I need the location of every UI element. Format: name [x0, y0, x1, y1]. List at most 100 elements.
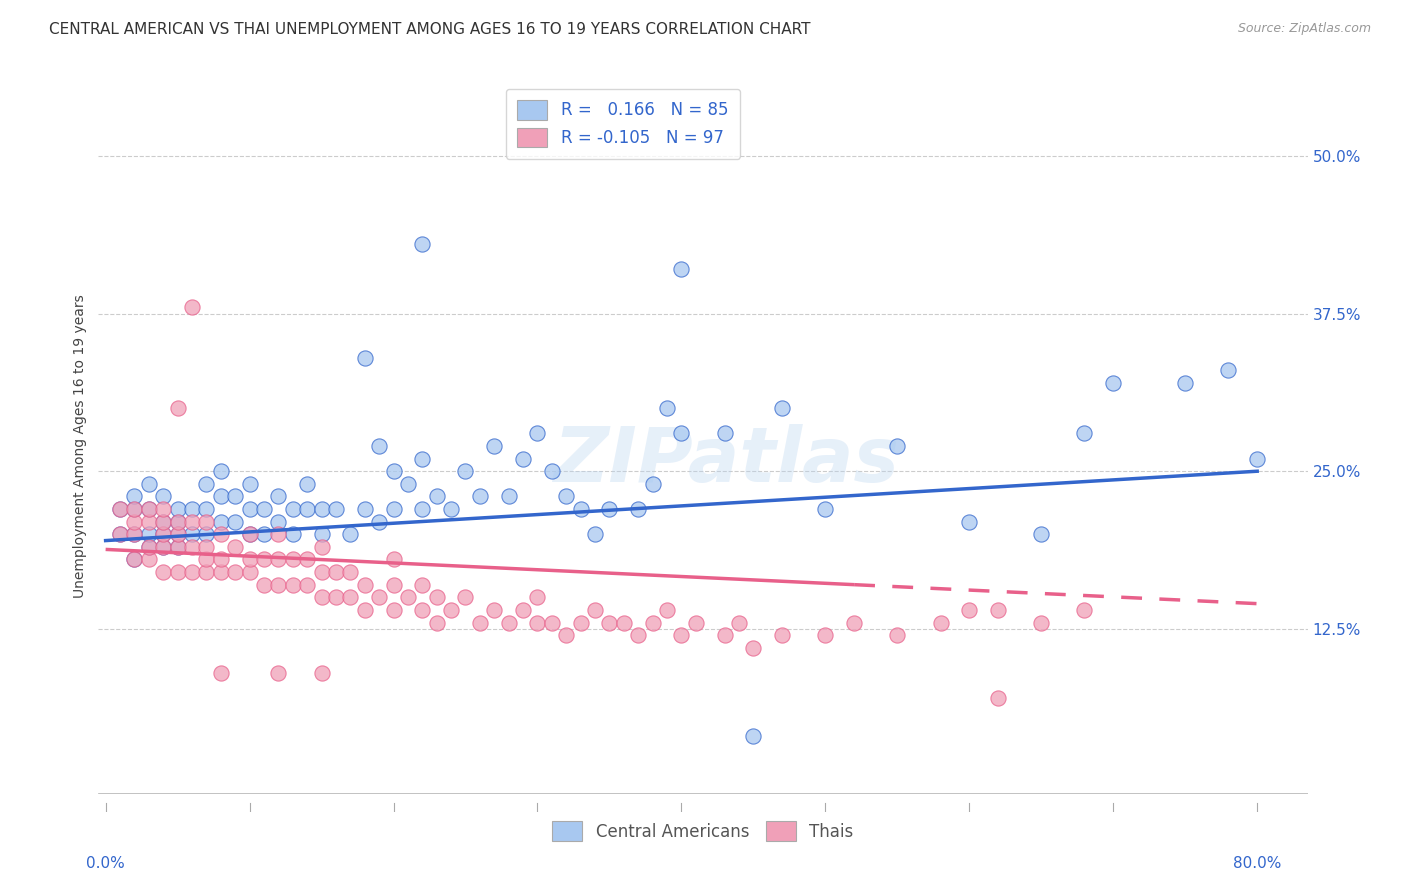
- Point: [339, 527, 361, 541]
- Point: [396, 476, 419, 491]
- Point: [1073, 603, 1095, 617]
- Point: [1073, 426, 1095, 441]
- Point: [224, 565, 246, 579]
- Point: [181, 540, 204, 554]
- Point: [382, 603, 405, 617]
- Point: [166, 401, 188, 416]
- Point: [382, 502, 405, 516]
- Text: Source: ZipAtlas.com: Source: ZipAtlas.com: [1237, 22, 1371, 36]
- Point: [209, 527, 232, 541]
- Point: [209, 490, 232, 504]
- Point: [152, 502, 174, 516]
- Point: [569, 615, 592, 630]
- Point: [124, 515, 146, 529]
- Point: [526, 426, 548, 441]
- Point: [138, 515, 160, 529]
- Point: [655, 401, 678, 416]
- Point: [253, 578, 276, 592]
- Point: [124, 502, 146, 516]
- Point: [886, 628, 908, 642]
- Point: [411, 578, 433, 592]
- Point: [886, 439, 908, 453]
- Point: [426, 490, 449, 504]
- Point: [195, 552, 218, 566]
- Point: [454, 591, 477, 605]
- Point: [814, 628, 837, 642]
- Point: [339, 591, 361, 605]
- Point: [124, 490, 146, 504]
- Point: [253, 552, 276, 566]
- Point: [396, 591, 419, 605]
- Point: [195, 565, 218, 579]
- Point: [138, 476, 160, 491]
- Point: [267, 490, 290, 504]
- Point: [512, 451, 534, 466]
- Point: [195, 527, 218, 541]
- Point: [987, 603, 1010, 617]
- Point: [267, 515, 290, 529]
- Point: [1031, 527, 1053, 541]
- Point: [253, 502, 276, 516]
- Point: [512, 603, 534, 617]
- Point: [382, 552, 405, 566]
- Point: [181, 300, 204, 314]
- Point: [655, 603, 678, 617]
- Point: [166, 515, 188, 529]
- Point: [325, 565, 347, 579]
- Point: [844, 615, 866, 630]
- Point: [770, 628, 793, 642]
- Point: [295, 476, 318, 491]
- Point: [353, 502, 375, 516]
- Point: [484, 439, 506, 453]
- Point: [1102, 376, 1125, 390]
- Point: [311, 527, 333, 541]
- Point: [138, 527, 160, 541]
- Point: [598, 615, 620, 630]
- Point: [627, 502, 650, 516]
- Point: [641, 615, 664, 630]
- Point: [411, 502, 433, 516]
- Point: [281, 578, 304, 592]
- Point: [325, 591, 347, 605]
- Point: [124, 552, 146, 566]
- Point: [166, 515, 188, 529]
- Point: [152, 490, 174, 504]
- Point: [295, 502, 318, 516]
- Point: [411, 237, 433, 252]
- Point: [209, 552, 232, 566]
- Point: [311, 540, 333, 554]
- Point: [929, 615, 952, 630]
- Point: [353, 578, 375, 592]
- Point: [209, 515, 232, 529]
- Point: [685, 615, 707, 630]
- Point: [440, 502, 463, 516]
- Point: [138, 540, 160, 554]
- Point: [195, 515, 218, 529]
- Point: [742, 729, 765, 743]
- Point: [267, 552, 290, 566]
- Point: [311, 591, 333, 605]
- Point: [152, 527, 174, 541]
- Point: [468, 615, 491, 630]
- Point: [728, 615, 751, 630]
- Point: [108, 527, 131, 541]
- Point: [1174, 376, 1197, 390]
- Point: [138, 540, 160, 554]
- Point: [957, 515, 980, 529]
- Point: [152, 540, 174, 554]
- Point: [239, 502, 262, 516]
- Point: [138, 552, 160, 566]
- Point: [166, 527, 188, 541]
- Point: [382, 578, 405, 592]
- Point: [239, 527, 262, 541]
- Point: [311, 565, 333, 579]
- Point: [267, 578, 290, 592]
- Point: [613, 615, 636, 630]
- Point: [166, 502, 188, 516]
- Point: [742, 640, 765, 655]
- Point: [426, 591, 449, 605]
- Point: [166, 540, 188, 554]
- Point: [267, 665, 290, 680]
- Point: [108, 502, 131, 516]
- Point: [239, 527, 262, 541]
